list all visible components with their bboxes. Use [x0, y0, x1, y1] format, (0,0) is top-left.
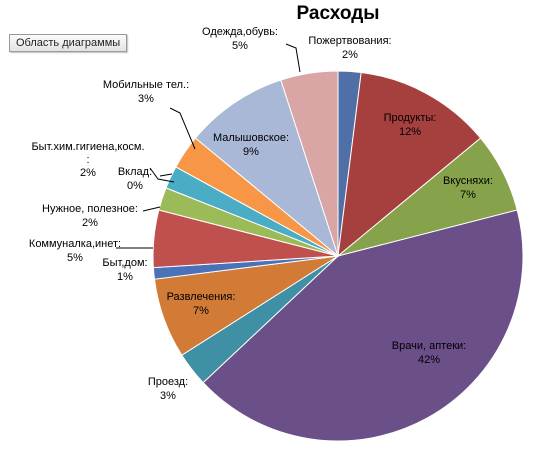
data-label: Вклад: 0%: [118, 166, 152, 192]
leader-line: [159, 173, 173, 177]
chart-area-tab[interactable]: Область диаграммы: [9, 34, 128, 52]
data-label: Вкусняхи: 7%: [443, 175, 493, 201]
leader-line: [149, 167, 175, 183]
pie-slice[interactable]: [202, 209, 524, 442]
data-label: Продукты: 12%: [384, 112, 437, 138]
chart-title: Расходы: [296, 3, 379, 24]
data-label: Быт.хим.гигиена,косм.:2%: [31, 141, 144, 179]
data-label: Нужное, полезное: 2%: [42, 203, 138, 229]
data-label: Малышовское: 9%: [213, 132, 289, 158]
data-label: Врачи, аптеки: 42%: [392, 340, 466, 366]
data-label: Коммуналка,инет: 5%: [29, 238, 121, 264]
pie-slice[interactable]: [194, 79, 340, 258]
data-label: Мобильные тел.: 3%: [103, 79, 189, 105]
data-label: Пожертвования: 2%: [308, 35, 391, 61]
leader-line: [142, 206, 161, 212]
data-label: Быт,дом: 1%: [102, 257, 147, 283]
data-label: Проезд: 3%: [148, 376, 188, 402]
leader-line: [285, 43, 301, 73]
leader-line: [169, 107, 196, 150]
pie-slice[interactable]: [280, 70, 339, 257]
data-label: Развлечения: 7%: [167, 291, 236, 317]
pie-slice[interactable]: [337, 71, 482, 258]
data-label: Одежда,обувь: 5%: [202, 26, 278, 52]
